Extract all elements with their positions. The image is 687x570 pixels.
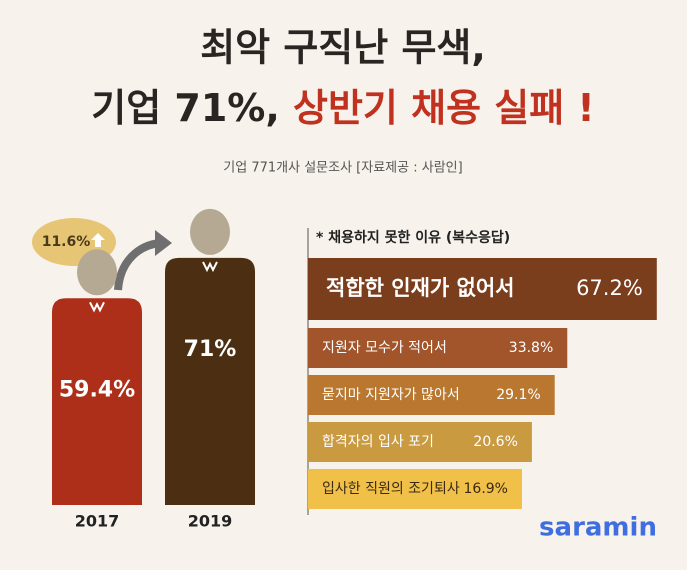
title-part: 상반기 채용 실패 ! <box>293 86 595 130</box>
x-tick-label: 2017 <box>75 512 120 531</box>
value-label: 33.8% <box>509 340 553 356</box>
bar-label: 묻지마 지원자가 많아서 <box>322 387 460 403</box>
title: 기업 71%, 상반기 채용 실패 ! <box>91 86 595 130</box>
person-body <box>52 298 142 505</box>
bar <box>308 375 555 415</box>
bar <box>308 422 532 462</box>
person-body <box>165 257 255 505</box>
value-label: 59.4% <box>59 377 135 402</box>
title: 최악 구직난 무색, <box>200 26 486 70</box>
up-icon <box>91 233 105 247</box>
bar-label: 적합한 인재가 없어서 <box>326 276 515 300</box>
person-head <box>190 208 230 255</box>
bar-label: 합격자의 입사 포기 <box>322 434 434 450</box>
x-tick-label: 2019 <box>188 512 233 531</box>
value-label: 29.1% <box>496 387 540 403</box>
value-label: 16.9% <box>464 481 508 497</box>
badge-label: 11.6% <box>42 234 91 250</box>
bar-label: 입사한 직원의 조기퇴사 <box>322 481 460 497</box>
chart-title: * 채용하지 못한 이유 (복수응답) <box>316 229 510 246</box>
bar-label: 지원자 모수가 적어서 <box>322 340 447 356</box>
value-label: 71% <box>184 337 237 362</box>
brand: saramin <box>539 513 657 543</box>
bar <box>308 469 522 509</box>
title-part: 기업 71%, <box>91 86 293 130</box>
value-label: 20.6% <box>473 434 517 450</box>
trend-arrow-head <box>155 230 172 256</box>
collar <box>89 301 105 313</box>
subtitle: 기업 771개사 설문조사 [자료제공 : 사람인] <box>223 161 462 176</box>
collar <box>202 261 218 273</box>
trend-arrow <box>114 239 161 291</box>
bar <box>308 328 568 368</box>
bar <box>308 258 657 320</box>
value-label: 67.2% <box>576 276 643 300</box>
person-head <box>77 249 117 296</box>
